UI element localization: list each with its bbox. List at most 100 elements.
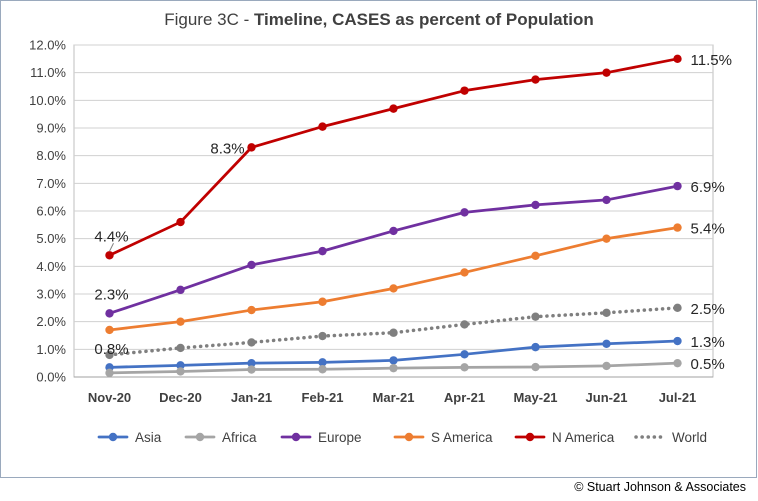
data-label-europe: 2.3%	[94, 286, 128, 303]
y-tick-label: 2.0%	[36, 314, 66, 329]
data-point-asia	[531, 342, 540, 352]
data-point-s-america	[531, 251, 540, 261]
x-tick-label: Nov-20	[88, 390, 131, 405]
data-point-world	[531, 312, 540, 321]
data-point-world	[176, 343, 185, 353]
data-point-world	[105, 350, 114, 360]
data-point-s-america	[247, 305, 256, 315]
data-label-n-america: 4.4%	[94, 228, 128, 245]
data-point-africa	[602, 361, 611, 371]
data-point-asia	[389, 356, 398, 365]
y-tick-label: 11.0%	[30, 65, 66, 80]
data-label-s-america: 5.4%	[691, 221, 725, 238]
data-label-n-america: 8.3%	[210, 140, 244, 157]
data-point-africa	[389, 363, 398, 373]
data-point-n-america	[105, 251, 114, 260]
data-point-europe	[318, 246, 327, 256]
legend-marker-asia	[108, 432, 118, 442]
data-point-europe	[673, 181, 682, 191]
y-tick-label: 8.0%	[36, 148, 66, 163]
series-line-s-america	[108, 226, 679, 332]
data-point-n-america	[531, 75, 540, 84]
x-tick-label: Jun-21	[586, 390, 628, 405]
data-point-asia	[247, 358, 256, 368]
data-label-n-america: 11.5%	[691, 52, 732, 69]
data-point-n-america	[673, 54, 682, 64]
data-point-s-america	[389, 284, 398, 293]
data-point-europe	[176, 285, 185, 295]
data-point-world	[673, 303, 682, 313]
x-tick-label: Dec-20	[159, 390, 202, 405]
series-line-n-america	[108, 57, 679, 257]
data-point-europe	[602, 195, 611, 205]
data-point-n-america	[247, 143, 256, 152]
data-label-asia: 1.3%	[691, 334, 725, 351]
y-tick-label: 7.0%	[36, 176, 66, 191]
x-tick-label: May-21	[513, 390, 557, 405]
data-point-africa	[105, 368, 114, 378]
data-point-asia	[673, 336, 682, 346]
legend-label-world: World	[672, 430, 707, 445]
legend-marker-europe	[291, 432, 301, 442]
data-point-europe	[460, 208, 469, 217]
x-tick-label: Feb-21	[302, 390, 344, 405]
x-tick-label: Apr-21	[444, 390, 485, 405]
legend-marker-s-america	[404, 432, 414, 442]
data-point-n-america	[176, 217, 185, 227]
data-point-n-america	[460, 86, 469, 95]
x-tick-label: Mar-21	[373, 390, 415, 405]
data-point-europe	[247, 260, 256, 270]
y-tick-label: 0.0%	[36, 370, 66, 385]
copyright-notice: © Stuart Johnson & Associates	[574, 480, 746, 494]
data-point-n-america	[389, 104, 398, 113]
y-tick-label: 3.0%	[36, 287, 66, 302]
data-point-europe	[531, 200, 540, 210]
legend-marker-n-america	[525, 432, 535, 442]
data-label-world: 0.8%	[94, 341, 128, 358]
data-point-world	[389, 328, 398, 337]
y-tick-label: 9.0%	[36, 121, 66, 136]
data-point-world	[318, 331, 327, 341]
series-line-world	[107, 306, 680, 357]
x-tick-label: Jul-21	[659, 390, 697, 405]
y-tick-label: 4.0%	[36, 259, 66, 274]
data-point-world	[602, 308, 611, 318]
data-point-africa	[247, 365, 256, 374]
y-tick-label: 12.0%	[29, 38, 66, 53]
legend-label-africa: Africa	[222, 430, 257, 445]
data-point-n-america	[602, 68, 611, 77]
label-leader-line	[109, 243, 114, 252]
chart-title-prefix: Figure 3C -	[164, 10, 254, 29]
legend-label-s-america: S America	[431, 430, 493, 445]
data-point-s-america	[105, 325, 114, 335]
data-point-asia	[318, 358, 327, 367]
data-point-europe	[389, 226, 398, 236]
data-point-europe	[105, 309, 114, 318]
data-point-africa	[318, 365, 327, 374]
data-point-africa	[460, 363, 469, 372]
data-point-n-america	[318, 122, 327, 131]
data-point-s-america	[460, 268, 469, 277]
data-point-s-america	[318, 297, 327, 306]
y-tick-label: 10.0%	[29, 93, 66, 108]
y-tick-label: 5.0%	[36, 231, 66, 246]
data-label-europe: 6.9%	[691, 179, 725, 196]
data-point-asia	[602, 339, 611, 348]
legend-marker-africa	[195, 432, 205, 442]
data-label-world: 2.5%	[691, 301, 725, 318]
data-point-world	[247, 338, 256, 347]
data-point-s-america	[602, 234, 611, 243]
data-point-africa	[673, 358, 682, 368]
y-tick-label: 1.0%	[36, 342, 66, 357]
data-point-s-america	[673, 223, 682, 232]
line-chart: 0.0% 1.0% 2.0% 3.0% 4.0% 5.0% 6.0% 7.0% 8.0% 9.0%…	[29, 38, 732, 446]
data-point-asia	[460, 350, 469, 359]
legend-label-europe: Europe	[318, 430, 362, 445]
data-point-asia	[176, 361, 185, 370]
legend-label-asia: Asia	[135, 430, 162, 445]
data-point-world	[460, 320, 469, 329]
data-point-s-america	[176, 317, 185, 326]
data-label-africa: 0.5%	[691, 356, 725, 373]
y-tick-label: 6.0%	[36, 204, 66, 219]
x-tick-label: Jan-21	[231, 390, 272, 405]
